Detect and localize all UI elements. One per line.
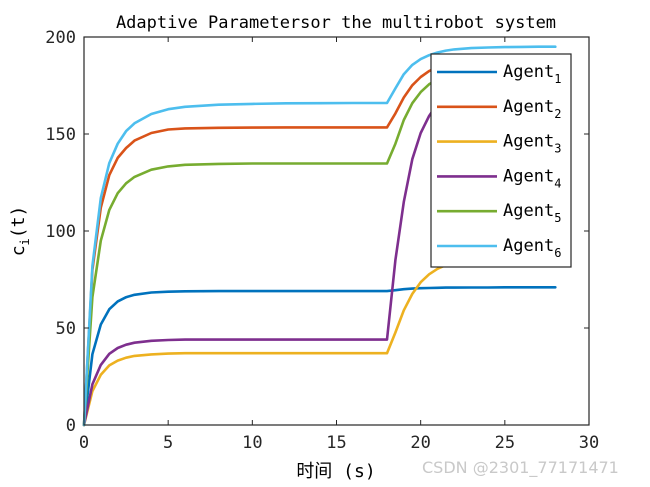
y-axis-label-rest: (t) xyxy=(8,206,29,239)
y-tick-label: 150 xyxy=(45,125,76,145)
y-tick-label: 200 xyxy=(45,28,76,48)
chart-title: Adaptive Parametersor the multirobot sys… xyxy=(116,13,556,33)
watermark: CSDN @2301_77171471 xyxy=(422,458,619,477)
y-tick-label: 0 xyxy=(66,416,76,436)
x-tick-label: 15 xyxy=(326,433,346,453)
legend-label-2: Agent2 xyxy=(503,97,561,121)
x-tick-label: 20 xyxy=(410,433,430,453)
series-line-6 xyxy=(82,45,557,427)
y-axis-label-sub: i xyxy=(18,238,32,245)
x-tick-label: 30 xyxy=(579,433,599,453)
legend-label-4: Agent4 xyxy=(503,166,561,190)
y-axis-ticks: 0 50 100 150 200 xyxy=(45,28,589,436)
series-lines xyxy=(82,45,557,427)
x-axis-ticks: 0 5 10 15 20 25 30 xyxy=(79,37,599,453)
legend-box xyxy=(430,53,572,268)
legend-label-5: Agent5 xyxy=(503,201,561,225)
x-tick-label: 5 xyxy=(163,433,173,453)
x-tick-label: 25 xyxy=(495,433,515,453)
y-tick-label: 100 xyxy=(45,222,76,242)
y-tick-label: 50 xyxy=(56,319,76,339)
legend-label-6: Agent6 xyxy=(503,236,561,260)
legend-label-3: Agent3 xyxy=(503,132,561,156)
legend-label-1: Agent1 xyxy=(503,62,561,86)
x-tick-label: 0 xyxy=(79,433,89,453)
x-axis-label: 时间 (s) xyxy=(296,461,375,482)
series-line-1 xyxy=(82,286,557,427)
legend: Agent1 Agent2 Agent3 Agent4 Agent5 Agent6 xyxy=(430,53,572,268)
y-axis-label-main: c xyxy=(8,245,29,256)
x-tick-label: 10 xyxy=(242,433,262,453)
y-axis-label: ci(t) xyxy=(8,206,32,257)
